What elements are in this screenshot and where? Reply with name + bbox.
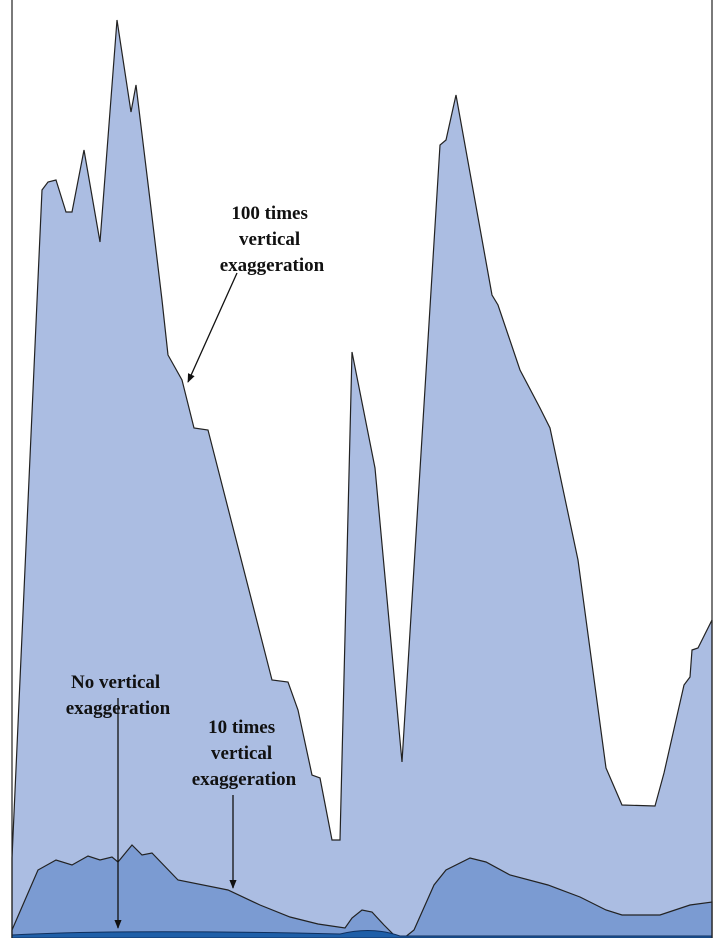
arrow [187, 272, 238, 383]
label-line: exaggeration [66, 698, 171, 719]
label-line: 10 times [208, 717, 275, 738]
label-line: No vertical [71, 672, 160, 693]
profile-10x [11, 844, 713, 938]
label-line: 100 times [231, 203, 308, 224]
label-10x: 10 times vertical exaggeration [192, 717, 297, 790]
profile-1x [11, 930, 713, 938]
profile-100x [11, 19, 713, 938]
label-line: exaggeration [220, 255, 325, 276]
label-100x: 100 times vertical exaggeration [220, 203, 325, 276]
label-line: vertical [239, 229, 300, 250]
label-line: exaggeration [192, 769, 297, 790]
label-1x: No vertical exaggeration [66, 672, 171, 719]
label-line: vertical [211, 743, 272, 764]
